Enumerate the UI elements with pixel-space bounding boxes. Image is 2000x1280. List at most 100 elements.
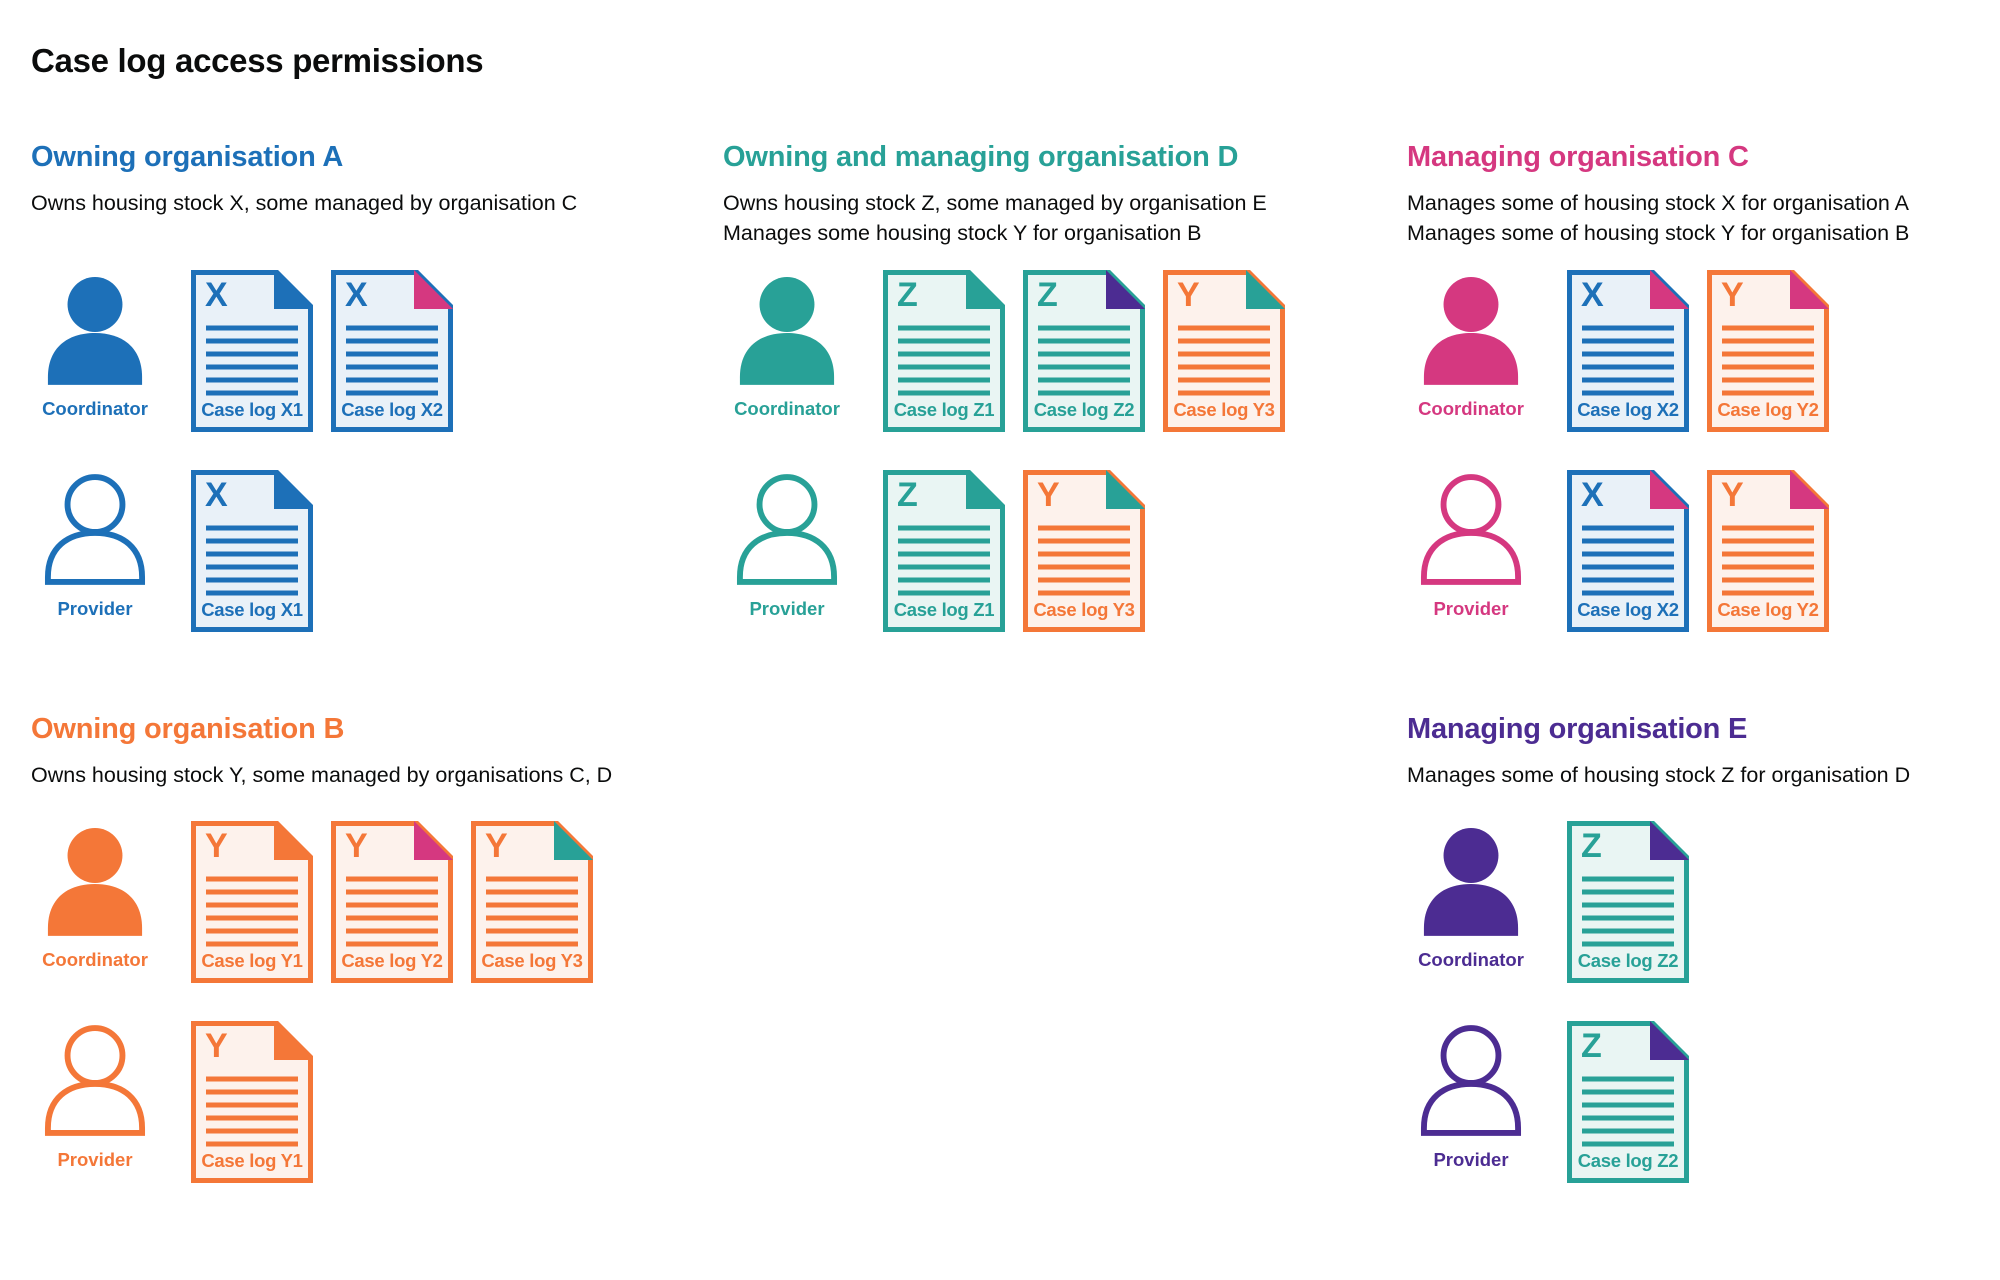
provider-figure: Provider bbox=[31, 470, 159, 620]
doc-label: Case log X1 bbox=[201, 599, 303, 620]
doc-list: Z Case log Z1 Z Case log Z2 bbox=[883, 270, 1285, 432]
section-owning-organisation-a: Owning organisation A Owns housing stock… bbox=[31, 140, 723, 632]
coordinator-row: Coordinator Z Case log Z1 bbox=[723, 270, 1407, 432]
doc-list: Z Case log Z2 bbox=[1567, 821, 1689, 983]
doc-list: X Case log X2 Y Case log Y2 bbox=[1567, 270, 1829, 432]
stock-letter: Z bbox=[1037, 276, 1058, 314]
section-description: Manages some of housing stock Z for orga… bbox=[1407, 760, 2000, 790]
doc-label: Case log Y2 bbox=[1717, 599, 1819, 620]
doc-list: X Case log X1 X Case log X2 bbox=[191, 270, 453, 432]
document-icon bbox=[883, 470, 1005, 632]
provider-icon bbox=[1420, 1025, 1522, 1136]
case-log-doc: X Case log X2 bbox=[331, 270, 453, 432]
provider-figure: Provider bbox=[1407, 470, 1535, 620]
role-label: Provider bbox=[57, 1149, 133, 1170]
stock-letter: Y bbox=[205, 827, 228, 865]
document-icon bbox=[1567, 821, 1689, 983]
stock-letter: Z bbox=[897, 276, 918, 314]
stock-letter: Y bbox=[1177, 276, 1200, 314]
coordinator-row: Coordinator Y Case log Y1 bbox=[31, 821, 723, 983]
provider-icon bbox=[1420, 474, 1522, 585]
page-title: Case log access permissions bbox=[31, 42, 484, 79]
role-label: Provider bbox=[57, 598, 133, 619]
section-description: Owns housing stock X, some managed by or… bbox=[31, 188, 723, 248]
section-heading: Owning organisation B bbox=[31, 713, 345, 745]
document-icon bbox=[1707, 270, 1829, 432]
stock-letter: Z bbox=[1581, 827, 1602, 865]
document-icon bbox=[191, 470, 313, 632]
case-log-doc: Y Case log Y1 bbox=[191, 1021, 313, 1183]
stock-letter: Y bbox=[1037, 476, 1060, 514]
stock-letter: X bbox=[205, 276, 228, 314]
role-label: Coordinator bbox=[42, 398, 148, 419]
document-icon bbox=[331, 821, 453, 983]
case-log-doc: Z Case log Z2 bbox=[1567, 821, 1689, 983]
doc-label: Case log Y3 bbox=[1033, 599, 1135, 620]
doc-label: Case log X2 bbox=[1577, 399, 1679, 420]
case-log-doc: X Case log X2 bbox=[1567, 470, 1689, 632]
case-log-permissions-diagram: Case log access permissions Owning organ… bbox=[31, 40, 2000, 1183]
coordinator-icon bbox=[739, 277, 835, 385]
role-label: Provider bbox=[1433, 1149, 1509, 1170]
document-icon bbox=[1567, 270, 1689, 432]
provider-row: Provider Z Case log Z2 bbox=[1407, 1021, 2000, 1183]
coordinator-icon bbox=[47, 828, 143, 936]
coordinator-icon bbox=[1423, 828, 1519, 936]
description-line: Manages some of housing stock Z for orga… bbox=[1407, 763, 1911, 787]
doc-label: Case log Y2 bbox=[341, 950, 443, 971]
doc-label: Case log Y3 bbox=[1173, 399, 1275, 420]
document-icon bbox=[191, 821, 313, 983]
document-icon bbox=[1163, 270, 1285, 432]
section-owning-managing-organisation-d: Owning and managing organisation D Owns … bbox=[723, 140, 1407, 632]
case-log-doc: Z Case log Z2 bbox=[1023, 270, 1145, 432]
section-heading: Managing organisation E bbox=[1407, 713, 1748, 745]
doc-list: X Case log X1 bbox=[191, 470, 313, 632]
doc-label: Case log Z2 bbox=[1577, 1150, 1679, 1171]
role-label: Provider bbox=[1433, 598, 1509, 619]
document-icon bbox=[191, 1021, 313, 1183]
section-owning-organisation-b: Owning organisation B Owns housing stock… bbox=[31, 712, 723, 1183]
document-icon bbox=[1023, 270, 1145, 432]
stock-letter: Y bbox=[345, 827, 368, 865]
description-line: Owns housing stock Y, some managed by or… bbox=[31, 763, 613, 787]
provider-row: Provider Z Case log Z1 bbox=[723, 470, 1407, 632]
coordinator-row: Coordinator X Case log X1 bbox=[31, 270, 723, 432]
role-label: Provider bbox=[749, 598, 825, 619]
doc-label: Case log Y1 bbox=[201, 950, 303, 971]
document-icon bbox=[1567, 470, 1689, 632]
case-log-doc: Y Case log Y3 bbox=[1023, 470, 1145, 632]
case-log-doc: X Case log X1 bbox=[191, 270, 313, 432]
stock-letter: Y bbox=[485, 827, 508, 865]
doc-label: Case log Z2 bbox=[1033, 399, 1135, 420]
role-label: Coordinator bbox=[42, 949, 148, 970]
case-log-doc: Z Case log Z1 bbox=[883, 470, 1005, 632]
doc-label: Case log Y1 bbox=[201, 1150, 303, 1171]
document-icon bbox=[471, 821, 593, 983]
document-icon bbox=[1707, 470, 1829, 632]
document-icon bbox=[331, 270, 453, 432]
provider-row: Provider X Case log X2 bbox=[1407, 470, 2000, 632]
section-heading: Owning and managing organisation D bbox=[723, 141, 1239, 173]
sections-grid: Owning organisation A Owns housing stock… bbox=[31, 140, 2000, 1183]
stock-letter: X bbox=[1581, 276, 1604, 314]
stock-letter: X bbox=[345, 276, 368, 314]
section-description: Owns housing stock Y, some managed by or… bbox=[31, 760, 723, 790]
stock-letter: Y bbox=[205, 1027, 228, 1065]
document-icon bbox=[191, 270, 313, 432]
provider-figure: Provider bbox=[31, 1021, 159, 1171]
provider-row: Provider Y Case log Y1 bbox=[31, 1021, 723, 1183]
section-managing-organisation-c: Managing organisation C Manages some of … bbox=[1407, 140, 2000, 632]
stock-letter: Y bbox=[1721, 476, 1744, 514]
section-managing-organisation-e: Managing organisation E Manages some of … bbox=[1407, 712, 2000, 1183]
description-line: Manages some of housing stock Y for orga… bbox=[1407, 221, 1910, 245]
doc-list: Z Case log Z2 bbox=[1567, 1021, 1689, 1183]
section-description: Manages some of housing stock X for orga… bbox=[1407, 188, 2000, 248]
doc-label: Case log Z1 bbox=[893, 399, 995, 420]
coordinator-figure: Coordinator bbox=[1407, 821, 1535, 971]
provider-row: Provider X Case log X1 bbox=[31, 470, 723, 632]
section-heading: Owning organisation A bbox=[31, 141, 344, 173]
description-line: Manages some of housing stock X for orga… bbox=[1407, 191, 1909, 215]
doc-label: Case log Z1 bbox=[893, 599, 995, 620]
stock-letter: X bbox=[1581, 476, 1604, 514]
case-log-doc: Y Case log Y2 bbox=[1707, 470, 1829, 632]
